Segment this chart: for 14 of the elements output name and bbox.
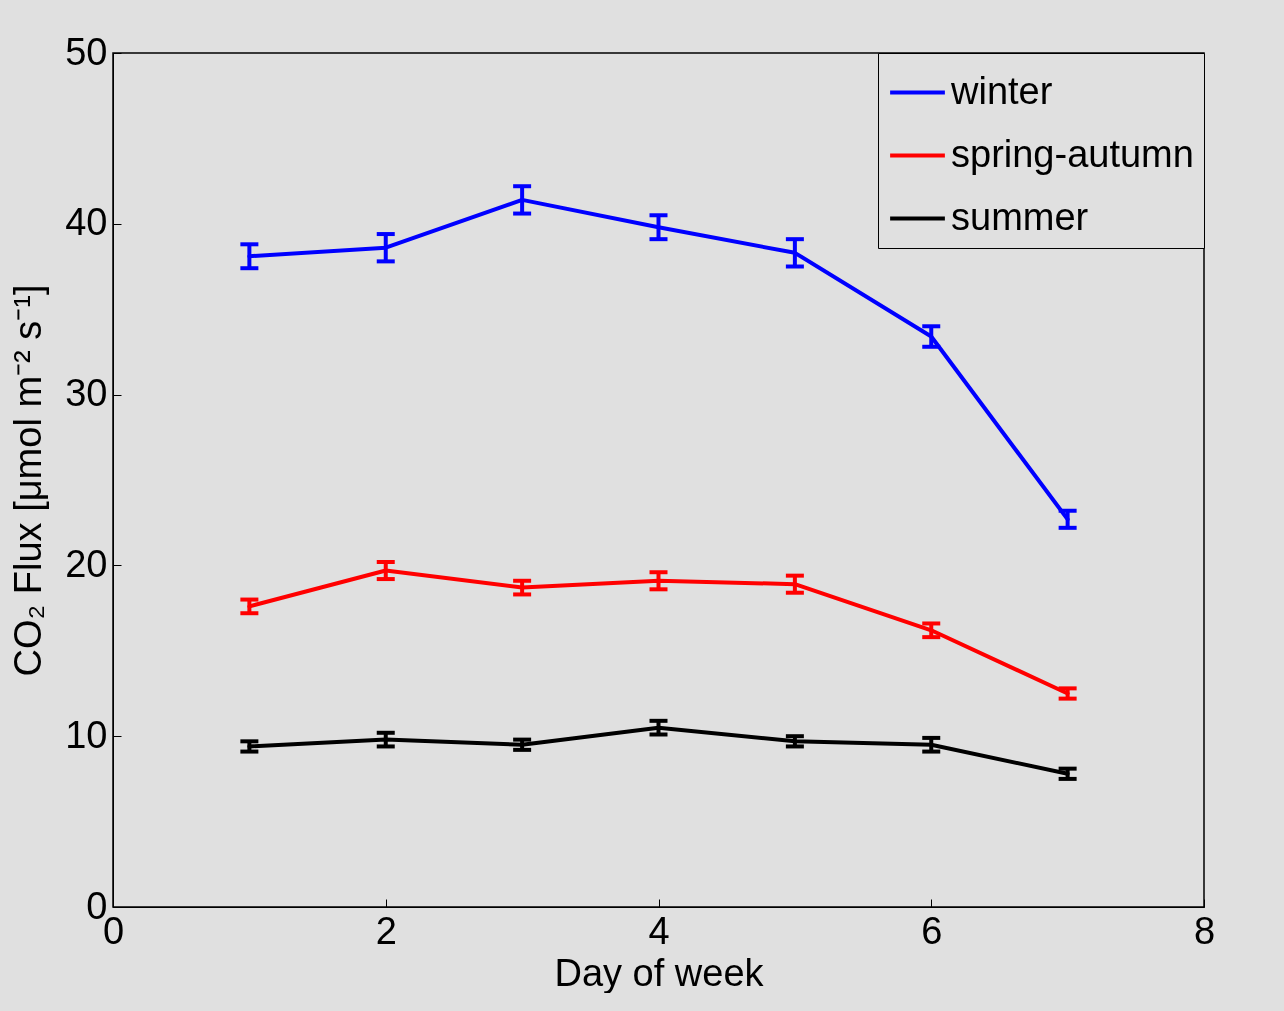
x-axis-title: Day of week — [554, 951, 765, 994]
y-tick-label: 30 — [65, 372, 108, 415]
y-tick-label: 40 — [65, 201, 108, 244]
y-tick-label: 50 — [65, 30, 108, 73]
x-tick-label: 4 — [648, 909, 670, 952]
y-axis-title: CO₂ Flux [μmol m⁻² s⁻¹] — [7, 284, 50, 677]
legend-label: summer — [951, 195, 1089, 238]
legend-label: winter — [950, 69, 1053, 112]
y-tick-label: 20 — [65, 542, 108, 585]
legend-label: spring-autumn — [951, 132, 1194, 175]
x-tick-label: 6 — [921, 909, 943, 952]
x-tick-label: 2 — [375, 909, 397, 952]
x-tick-label: 8 — [1193, 909, 1216, 952]
y-tick-label: 10 — [65, 713, 108, 756]
